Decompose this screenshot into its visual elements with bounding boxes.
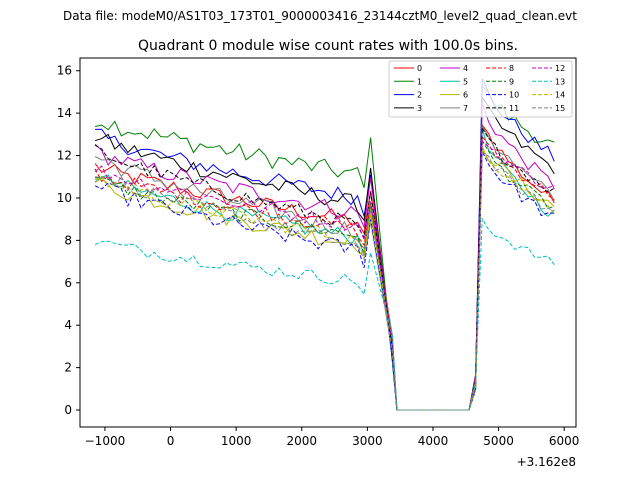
series-group bbox=[94, 78, 555, 411]
legend-label-10: 10 bbox=[509, 91, 519, 100]
axes-frame bbox=[79, 57, 577, 428]
legend-label-3: 3 bbox=[417, 104, 422, 113]
y-tick-label: 2 bbox=[64, 361, 72, 375]
legend-label-15: 15 bbox=[555, 104, 565, 113]
x-tick-label: 3000 bbox=[352, 434, 383, 448]
suptitle: Data file: modeM0/AS1T03_173T01_90000034… bbox=[63, 9, 577, 23]
y-tick-label: 16 bbox=[57, 64, 72, 78]
legend-label-2: 2 bbox=[417, 91, 422, 100]
x-tick-label: 4000 bbox=[418, 434, 449, 448]
legend-label-6: 6 bbox=[463, 91, 468, 100]
legend-label-0: 0 bbox=[417, 64, 422, 73]
y-tick-label: 0 bbox=[64, 403, 72, 417]
legend-label-12: 12 bbox=[555, 64, 565, 73]
series-line-13 bbox=[94, 216, 555, 411]
y-tick-label: 4 bbox=[64, 318, 72, 332]
legend-label-8: 8 bbox=[509, 64, 514, 73]
series-line-11 bbox=[94, 126, 555, 411]
y-tick-label: 10 bbox=[57, 191, 72, 205]
x-tick-label: 2000 bbox=[286, 434, 317, 448]
series-line-15 bbox=[95, 151, 555, 411]
y-tick-label: 6 bbox=[64, 276, 72, 290]
plot-area: −1000 0 1000 2000 3000 4000 5000 60000246810121… bbox=[57, 57, 580, 469]
y-tick-label: 8 bbox=[64, 233, 72, 247]
x-offset-label: +3.162e8 bbox=[517, 455, 576, 469]
y-tick-label: 12 bbox=[57, 149, 72, 163]
legend-label-13: 13 bbox=[555, 77, 565, 86]
chart-title: Quadrant 0 module wise count rates with … bbox=[138, 38, 518, 54]
legend-label-5: 5 bbox=[463, 77, 468, 86]
legend-label-4: 4 bbox=[463, 64, 468, 73]
legend-label-7: 7 bbox=[463, 104, 468, 113]
legend-box bbox=[388, 60, 573, 118]
legend-label-14: 14 bbox=[555, 91, 565, 100]
legend-label-9: 9 bbox=[509, 77, 514, 86]
legend-label-11: 11 bbox=[509, 104, 519, 113]
x-tick-label: 0 bbox=[167, 434, 175, 448]
y-tick-label: 14 bbox=[57, 106, 72, 120]
x-tick-label: −1000 bbox=[85, 434, 126, 448]
legend-label-1: 1 bbox=[417, 77, 422, 86]
x-tick-label: 1000 bbox=[221, 434, 252, 448]
x-tick-label: 6000 bbox=[549, 434, 580, 448]
x-tick-label: 5000 bbox=[483, 434, 514, 448]
